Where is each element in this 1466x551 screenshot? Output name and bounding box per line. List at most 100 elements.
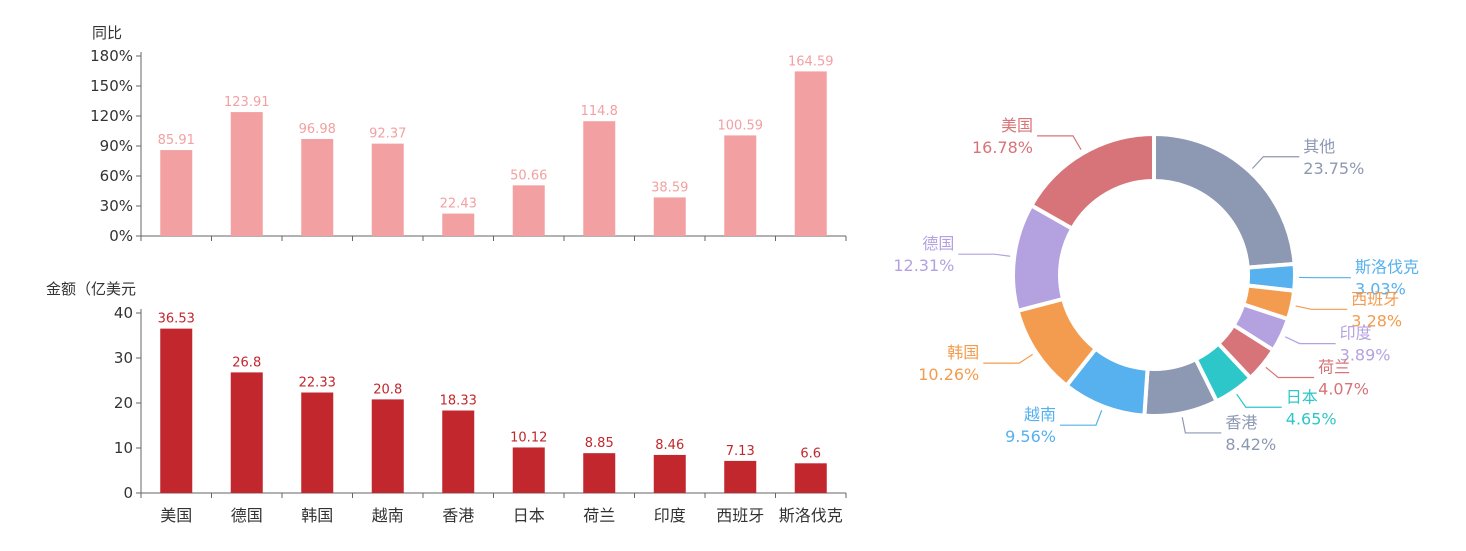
bar-value-label: 164.59	[788, 54, 834, 69]
bar-value-label: 6.6	[800, 446, 821, 461]
bar	[724, 461, 756, 493]
slice-name-label: 荷兰	[1318, 358, 1350, 377]
y-tick-label: 10	[114, 439, 133, 457]
y-tick-label: 180%	[90, 47, 133, 65]
slice-percent-label: 8.42%	[1225, 435, 1276, 454]
leader-line	[1182, 417, 1221, 433]
y-tick-label: 40	[114, 304, 133, 322]
leader-line	[1060, 410, 1102, 425]
bar	[442, 214, 474, 236]
bar	[160, 329, 192, 493]
bar-value-label: 7.13	[726, 444, 755, 459]
y-tick-label: 150%	[90, 77, 133, 95]
bar-value-label: 36.53	[158, 312, 195, 327]
bar-value-label: 92.37	[369, 127, 406, 142]
slice-name-label: 韩国	[947, 343, 979, 362]
bar-value-label: 96.98	[299, 122, 336, 137]
bar	[160, 150, 192, 236]
x-tick-label: 印度	[654, 506, 686, 525]
leader-line	[1296, 306, 1348, 309]
bar-value-label: 22.43	[440, 197, 477, 212]
bar	[231, 372, 263, 493]
y-tick-label: 30	[114, 349, 133, 367]
slice-percent-label: 4.07%	[1318, 380, 1369, 399]
bar	[301, 139, 333, 236]
leader-line	[958, 254, 1010, 256]
yoy-axis-title: 同比	[92, 24, 122, 42]
slice-name-label: 其他	[1303, 137, 1335, 156]
x-tick-label: 韩国	[301, 506, 333, 525]
bar	[372, 399, 404, 493]
slice-name-label: 西班牙	[1351, 289, 1399, 308]
bar	[654, 455, 686, 493]
slice-percent-label: 16.78%	[972, 138, 1033, 157]
bar-value-label: 123.91	[224, 95, 270, 110]
slice-name-label: 斯洛伐克	[1355, 258, 1419, 277]
bar	[513, 185, 545, 236]
bar	[724, 135, 756, 236]
x-tick-label: 美国	[160, 506, 192, 525]
y-tick-label: 0	[123, 484, 133, 502]
yoy-bar-chart: 同比 0% 30% 60% 90% 120% 150% 180% 85.91 123.91 96.…	[90, 24, 846, 245]
leader-line	[1237, 394, 1282, 407]
amount-bar-chart: 金额（亿美元 0 10 20 30 40 36.53 美国 26.8 德国 22.33 韩国 20.8…	[46, 280, 846, 525]
bar-value-label: 114.8	[581, 104, 618, 119]
slice-percent-label: 12.31%	[893, 256, 954, 275]
x-tick-label: 德国	[231, 506, 263, 525]
bar	[301, 393, 333, 493]
slice-name-label: 德国	[922, 234, 954, 253]
slice-name-label: 香港	[1225, 413, 1257, 432]
x-tick-label: 香港	[442, 506, 474, 525]
bar-value-label: 8.46	[655, 438, 684, 453]
bar	[795, 71, 827, 236]
slice-percent-label: 23.75%	[1303, 159, 1364, 178]
leader-line	[1285, 337, 1335, 344]
y-tick-label: 20	[114, 394, 133, 412]
y-tick-label: 120%	[90, 107, 133, 125]
amount-axis-title: 金额（亿美元	[46, 280, 136, 298]
slice-name-label: 印度	[1340, 324, 1372, 343]
bar-value-label: 22.33	[299, 376, 336, 391]
x-tick-label: 西班牙	[716, 506, 764, 525]
bar-value-label: 8.85	[585, 436, 614, 451]
slice-percent-label: 4.65%	[1286, 409, 1337, 428]
bar	[654, 197, 686, 236]
leader-line	[1266, 367, 1314, 377]
slice-name-label: 越南	[1024, 405, 1056, 424]
y-tick-label: 0%	[109, 227, 133, 245]
bar-value-label: 50.66	[510, 168, 547, 183]
slice-name-label: 日本	[1286, 387, 1318, 406]
share-donut-chart: 其他23.75%斯洛伐克3.03%西班牙3.28%印度3.89%荷兰4.07%日…	[893, 116, 1419, 454]
bar	[442, 411, 474, 493]
bar-value-label: 10.12	[510, 430, 547, 445]
bar-value-label: 85.91	[158, 133, 195, 148]
leader-line	[1037, 136, 1081, 150]
y-tick-label: 60%	[100, 167, 133, 185]
y-tick-label: 90%	[100, 137, 133, 155]
slice-name-label: 美国	[1001, 116, 1033, 135]
bar-value-label: 38.59	[651, 180, 688, 195]
slice-percent-label: 9.56%	[1005, 427, 1056, 446]
x-tick-label: 日本	[513, 506, 545, 525]
slice-percent-label: 10.26%	[918, 365, 979, 384]
donut-slice	[1031, 134, 1154, 229]
leader-line	[983, 354, 1032, 363]
bar-value-label: 100.59	[718, 118, 764, 133]
x-tick-label: 荷兰	[583, 506, 615, 525]
bar	[372, 144, 404, 236]
bar	[583, 453, 615, 493]
x-tick-label: 越南	[372, 506, 404, 525]
bar-value-label: 26.8	[232, 355, 261, 370]
bar	[513, 447, 545, 493]
bar-value-label: 20.8	[373, 382, 402, 397]
leader-line	[1252, 157, 1299, 169]
bar	[231, 112, 263, 236]
x-tick-label: 斯洛伐克	[779, 506, 843, 525]
bar	[795, 463, 827, 493]
y-tick-label: 30%	[100, 197, 133, 215]
bar	[583, 121, 615, 236]
bar-value-label: 18.33	[440, 394, 477, 409]
donut-slice	[1154, 134, 1295, 268]
